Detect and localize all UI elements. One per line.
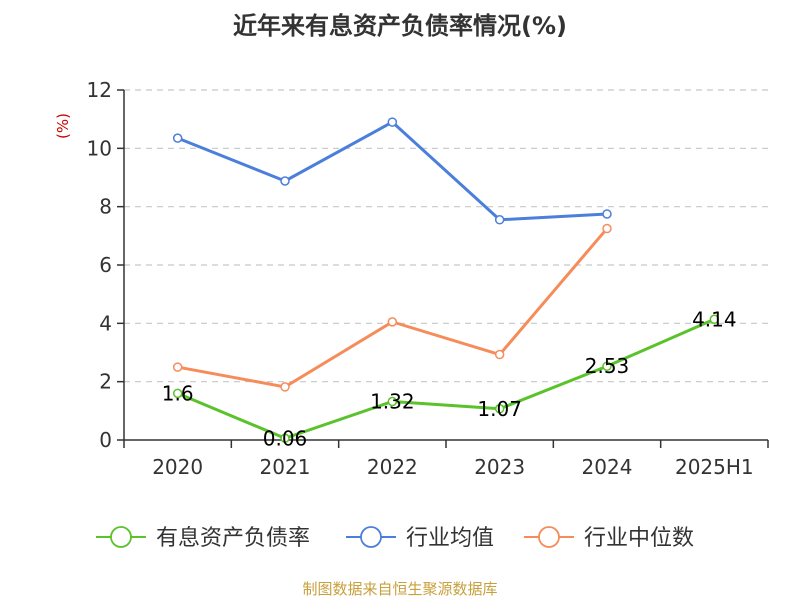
axes: 0 2 4 6 8 10 12 2020 2021 2022 2023 2024 2025H1 — [87, 78, 769, 479]
legend-marker — [110, 526, 132, 548]
data-label: 1.6 — [162, 381, 194, 405]
data-point — [280, 176, 290, 186]
x-tick-label: 2022 — [367, 455, 418, 479]
data-point — [280, 433, 290, 443]
data-labels: 1.6 0.06 1.32 1.07 2.53 4.14 — [162, 307, 737, 450]
grid-lines — [124, 89, 768, 383]
source-note: 制图数据来自恒生聚源数据库 — [302, 580, 497, 598]
series-line — [177, 120, 608, 222]
data-label: 4.14 — [692, 307, 737, 331]
data-point — [602, 223, 612, 234]
data-point — [494, 215, 505, 225]
y-tick-label: 8 — [99, 195, 112, 219]
x-tick-label: 2021 — [260, 455, 311, 479]
series-1 — [172, 314, 720, 443]
y-tick-label: 10 — [87, 136, 112, 160]
data-label: 1.07 — [477, 397, 522, 421]
series-layer — [172, 117, 720, 443]
chart-title: 近年来有息资产负债率情况(%) — [233, 12, 567, 40]
legend-label: 有息资产负债率 — [156, 526, 310, 551]
data-label: 0.06 — [263, 426, 308, 450]
series-line — [177, 317, 715, 440]
data-point — [172, 362, 183, 372]
y-tick-label: 12 — [87, 78, 112, 102]
data-point — [172, 133, 183, 143]
legend-item: 行业均值 — [346, 526, 494, 551]
data-point — [172, 388, 183, 399]
data-point — [602, 209, 612, 219]
x-tick-label: 2020 — [152, 455, 203, 479]
series-3 — [172, 223, 612, 392]
y-tick-label: 0 — [99, 428, 112, 452]
data-point — [494, 349, 505, 360]
y-tick-label: 4 — [99, 311, 112, 335]
data-point — [494, 404, 505, 414]
series-2 — [172, 117, 612, 225]
y-tick-label: 6 — [99, 253, 112, 277]
data-point — [387, 117, 398, 127]
legend-item: 有息资产负债率 — [96, 526, 310, 551]
x-tick-label: 2023 — [474, 455, 525, 479]
legend: 有息资产负债率 行业均值 行业中位数 — [96, 526, 694, 551]
y-axis-unit: (%) — [54, 113, 72, 139]
x-tick-label: 2024 — [582, 455, 633, 479]
data-point — [709, 314, 720, 324]
x-tick-label: 2025H1 — [675, 455, 754, 479]
legend-label: 行业均值 — [406, 526, 494, 551]
legend-marker — [538, 526, 560, 548]
data-label: 1.32 — [370, 390, 415, 414]
data-point — [387, 317, 398, 327]
legend-marker — [360, 526, 382, 548]
legend-item: 行业中位数 — [524, 526, 694, 551]
y-tick-label: 2 — [99, 370, 112, 394]
series-line — [177, 227, 609, 389]
data-point — [602, 361, 612, 371]
data-point — [387, 396, 398, 407]
data-point — [280, 382, 290, 392]
data-label: 2.53 — [585, 354, 630, 378]
legend-label: 行业中位数 — [584, 526, 694, 551]
